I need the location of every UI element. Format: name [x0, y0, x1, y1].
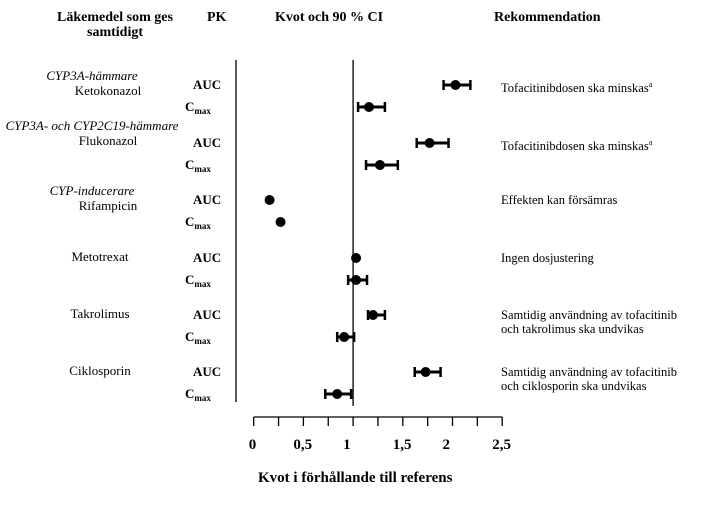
cmax-base: C [185, 386, 195, 401]
auc-point [424, 138, 435, 148]
x-tick-label: 1,5 [392, 437, 412, 453]
x-axis-label: Kvot i förhållande till referens [258, 470, 453, 486]
x-tick-label: 2 [442, 437, 451, 453]
cmax-subscript: max [194, 106, 211, 116]
cmax-base: C [185, 157, 195, 172]
drug-label: Ketokonazol [74, 83, 142, 98]
auc-point [420, 367, 431, 377]
pk-label-cmax: Cmax [185, 272, 211, 289]
recommendation-text: Samtidig användning av tofacitinib [501, 308, 678, 322]
cmax-point [374, 160, 385, 170]
recommendation-text: och takrolimus ska undvikas [501, 322, 644, 336]
cmax-base: C [185, 99, 195, 114]
category-label: CYP-inducerare [49, 183, 135, 198]
pk-label-auc: AUC [193, 77, 222, 92]
header-pk: PK [207, 10, 227, 25]
pk-label-auc: AUC [193, 364, 222, 379]
x-tick-label: 0,5 [293, 437, 313, 453]
drug-label: Takrolimus [70, 306, 130, 321]
recommendation-line: Tofacitinibdosen ska minskas [501, 81, 649, 96]
pk-label-cmax: Cmax [185, 329, 211, 346]
recommendation-text: Tofacitinibdosen ska minskasa [501, 136, 652, 153]
x-tick-label: 1 [343, 437, 351, 453]
auc-point [450, 80, 461, 90]
cmax-base: C [185, 272, 195, 287]
x-tick-label: 0 [248, 437, 257, 453]
pk-label-auc: AUC [193, 135, 222, 150]
cmax-point [339, 332, 350, 342]
cmax-subscript: max [194, 393, 211, 403]
auc-point [351, 253, 362, 263]
recommendation-text: Effekten kan försämras [501, 193, 618, 207]
header-recommendation: Rekommendation [494, 10, 601, 25]
cmax-base: C [185, 329, 195, 344]
header-drug: Läkemedel som ges samtidigt [57, 10, 173, 40]
recommendation-text: Samtidig användning av tofacitinib [501, 365, 678, 379]
cmax-point [351, 275, 362, 285]
x-tick-label: 2,5 [492, 437, 511, 453]
category-label: CYP3A-hämmare [46, 68, 138, 83]
category-label: CYP3A- och CYP2C19-hämmare [5, 118, 179, 133]
drug-label: Flukonazol [78, 133, 138, 148]
cmax-subscript: max [194, 164, 211, 174]
recommendation-line: Tofacitinibdosen ska minskas [501, 139, 649, 154]
drug-label: Metotrexat [71, 249, 129, 264]
pk-label-auc: AUC [193, 250, 222, 265]
auc-point [264, 195, 275, 205]
cmax-point [364, 102, 375, 112]
recommendation-text: Ingen dosjustering [501, 251, 594, 265]
recommendation-text: Tofacitinibdosen ska minskasa [501, 78, 652, 95]
header-ratio: Kvot och 90 % CI [275, 10, 384, 25]
pk-label-auc: AUC [193, 307, 222, 322]
pk-label-cmax: Cmax [185, 99, 211, 116]
recommendation-text: och ciklosporin ska undvikas [501, 379, 647, 393]
cmax-point [332, 389, 343, 399]
cmax-subscript: max [194, 221, 211, 231]
footnote-marker: a [648, 80, 653, 89]
footnote-marker: a [648, 138, 653, 147]
cmax-subscript: max [194, 336, 211, 346]
pk-label-cmax: Cmax [185, 386, 211, 403]
cmax-subscript: max [194, 279, 211, 289]
drug-label: Ciklosporin [69, 363, 131, 378]
pk-label-cmax: Cmax [185, 157, 211, 174]
cmax-base: C [185, 214, 195, 229]
drug-label: Rifampicin [78, 198, 138, 213]
pk-label-auc: AUC [193, 192, 222, 207]
cmax-point [275, 217, 286, 227]
auc-point [367, 310, 378, 320]
pk-label-cmax: Cmax [185, 214, 211, 231]
